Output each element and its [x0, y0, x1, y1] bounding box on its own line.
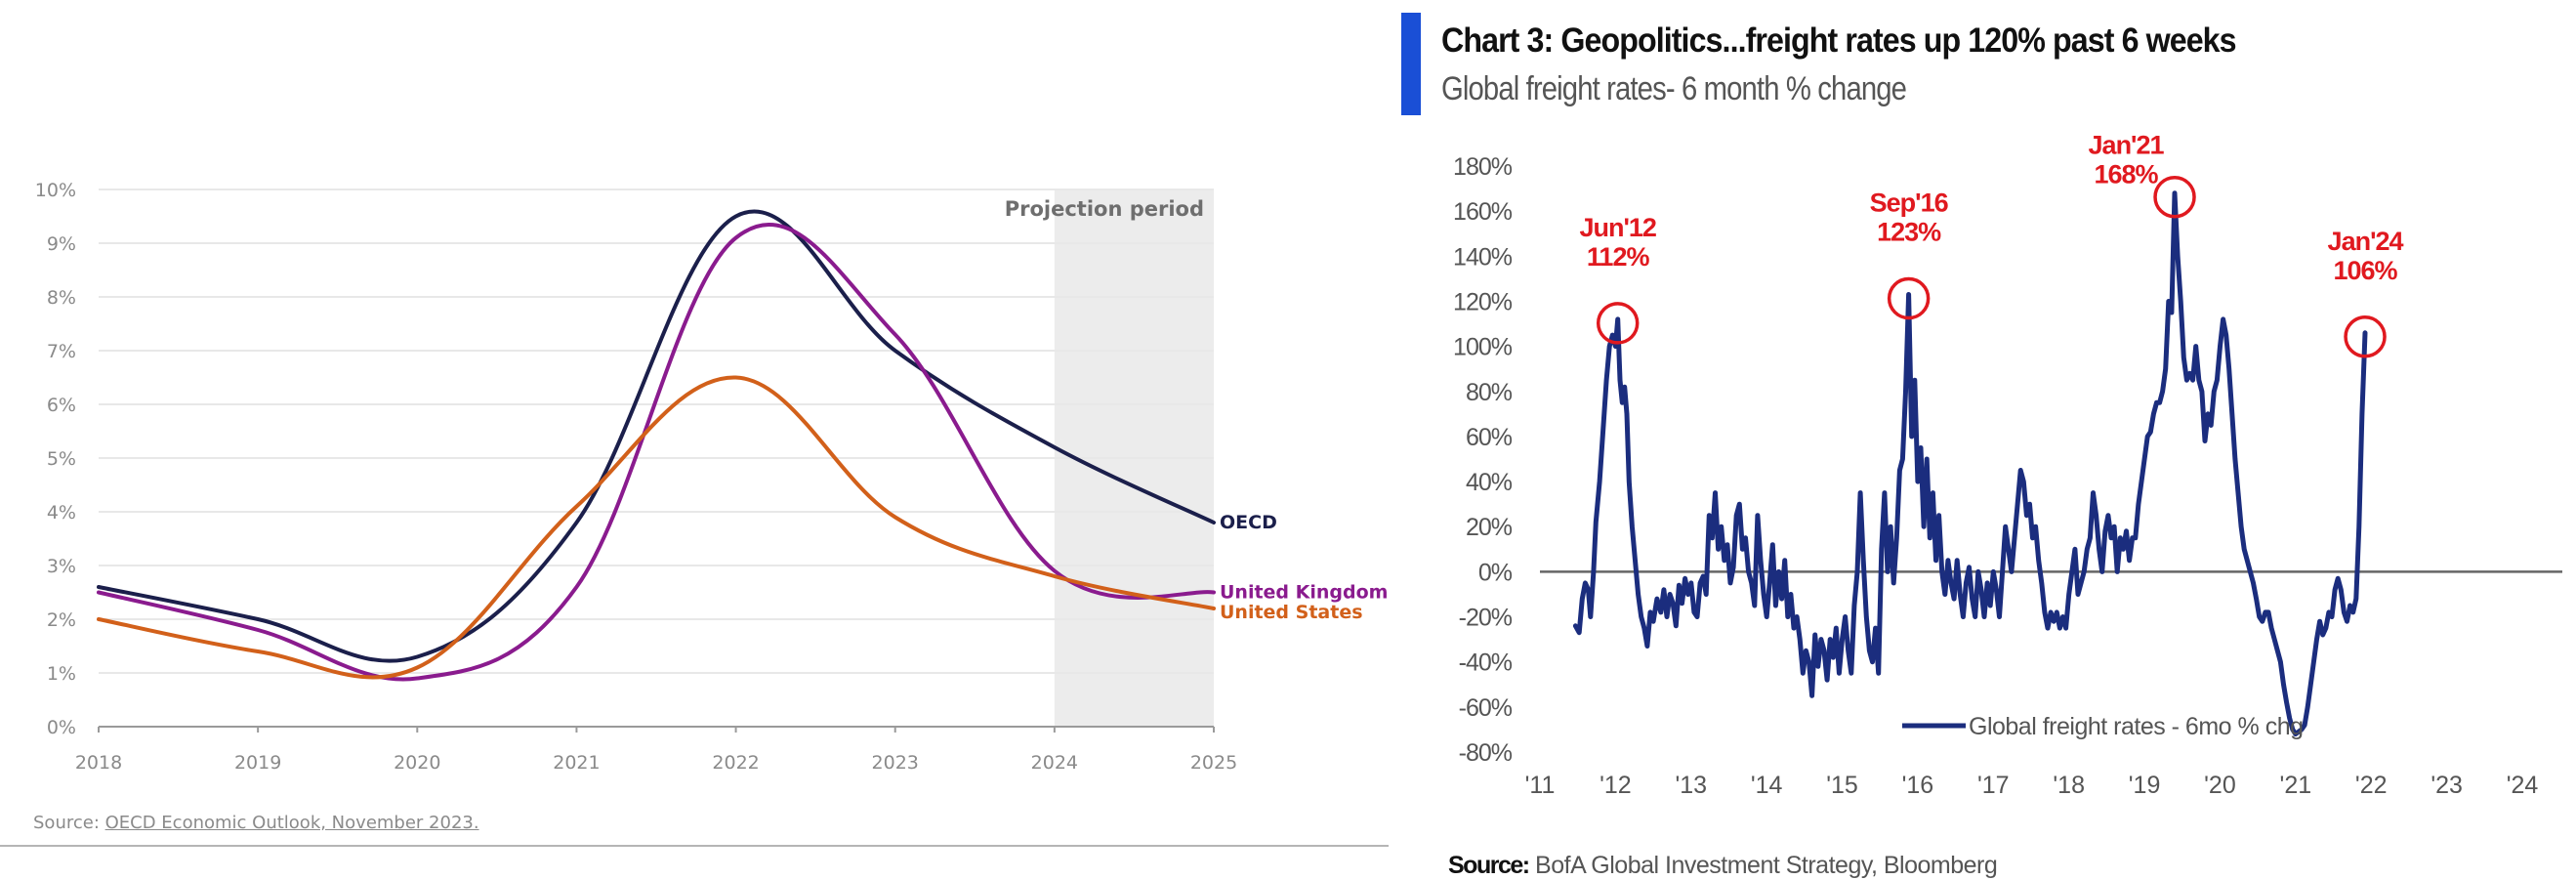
annotation-value: 123% [1877, 218, 1941, 247]
x-tick-label: '22 [2355, 772, 2388, 799]
right-source-note: Source: BofA Global Investment Strategy,… [1448, 852, 1998, 880]
x-tick-label: '19 [2129, 772, 2161, 799]
series-line-global-freight-rates [1572, 190, 2368, 736]
series-line-oecd [97, 209, 1216, 663]
oecd-inflation-chart: 0% 1% 2% 3% 4% 5% 6% 7% 8% 9% 10% 2018 2019 2020 2021… [35, 180, 1389, 774]
legend-label: Global freight rates - 6mo % chg [1969, 713, 2304, 740]
x-tick-label: '17 [1977, 772, 2010, 799]
x-tick-label: '20 [2204, 772, 2236, 799]
x-tick-label: '24 [2507, 772, 2539, 799]
y-tick-label: 0% [1478, 559, 1513, 586]
source-link[interactable]: OECD Economic Outlook, November 2023. [104, 813, 479, 833]
projection-period-label: Projection period [1005, 197, 1204, 221]
y-tick-label: 40% [1466, 469, 1513, 496]
y-tick-label: 80% [1466, 379, 1513, 406]
series-label-united-kingdom: United Kingdom [1220, 582, 1388, 604]
y-tick-label: 2% [47, 609, 76, 631]
y-tick-label: 4% [47, 502, 76, 524]
x-axis-ticks: '11 '12 '13 '14 '15 '16 '17 '18 '19 '20 '21 '22 '23 '… [1525, 772, 2539, 799]
annotation-date: Jan'24 [2328, 227, 2404, 256]
y-tick-label: 8% [47, 287, 76, 309]
x-tick-label: '11 [1525, 772, 1556, 799]
annotation-date: Sep'16 [1870, 189, 1949, 218]
divider-line [0, 845, 1389, 847]
x-tick-label: 2019 [234, 752, 281, 774]
series-lines [97, 209, 1216, 682]
y-tick-label: 140% [1453, 243, 1513, 271]
y-tick-label: 0% [47, 717, 76, 738]
x-tick-label: '14 [1751, 772, 1783, 799]
chart-subtitle: Global freight rates- 6 month % change [1441, 70, 1907, 107]
peak-highlight-circle [1887, 276, 1931, 320]
series-line-united-states [97, 375, 1216, 680]
x-tick-label: 2018 [75, 752, 122, 774]
y-axis-ticks: 180% 160% 140% 120% 100% 80% 60% 40% 20% 0% -20% -4… [1453, 153, 1514, 767]
peak-highlight-circle [2344, 315, 2387, 358]
y-tick-label: 7% [47, 341, 76, 362]
series-label-united-states: United States [1220, 602, 1363, 623]
x-tick-label: '16 [1902, 772, 1934, 799]
x-tick-label: '13 [1675, 772, 1707, 799]
series-line-united-kingdom [97, 223, 1216, 682]
x-tick-label: '21 [2280, 772, 2312, 799]
annotation-value: 106% [2334, 256, 2398, 285]
y-tick-label: 60% [1466, 424, 1513, 451]
y-tick-label: -60% [1459, 694, 1513, 722]
chart-title: Chart 3: Geopolitics...freight rates up … [1441, 21, 2237, 60]
y-tick-label: 9% [47, 233, 76, 255]
x-tick-label: '18 [2053, 772, 2085, 799]
y-tick-label: 6% [47, 395, 76, 416]
y-axis-ticks: 0% 1% 2% 3% 4% 5% 6% 7% 8% 9% 10% [35, 180, 76, 738]
source-label: Source: [1448, 852, 1530, 879]
source-text: BofA Global Investment Strategy, Bloombe… [1528, 852, 1998, 879]
y-tick-label: 5% [47, 448, 76, 470]
x-tick-label: '15 [1826, 772, 1858, 799]
y-tick-label: 10% [35, 180, 76, 201]
y-tick-label: 160% [1453, 198, 1513, 226]
peak-highlight-circle [2153, 175, 2196, 219]
x-tick-label: 2022 [712, 752, 759, 774]
x-tick-label: '12 [1600, 772, 1632, 799]
y-tick-label: 3% [47, 556, 76, 577]
y-tick-label: -40% [1459, 650, 1513, 677]
title-accent-bar [1401, 13, 1421, 115]
annotation-value: 168% [2094, 160, 2158, 189]
x-tick-label: '23 [2431, 772, 2463, 799]
y-gridlines [99, 189, 1214, 674]
y-tick-label: 1% [47, 663, 76, 685]
peak-highlight-circle [1596, 302, 1640, 345]
y-tick-label: 180% [1453, 153, 1513, 181]
y-tick-label: -20% [1459, 605, 1513, 632]
x-tick-label: 2021 [553, 752, 600, 774]
y-tick-label: -80% [1459, 739, 1513, 767]
x-axis-ticks: 2018 2019 2020 2021 2022 2023 2024 2025 [75, 727, 1237, 774]
annotation-date: Jan'21 [2089, 131, 2165, 160]
y-tick-label: 100% [1453, 334, 1513, 361]
y-tick-label: 20% [1466, 514, 1513, 541]
annotation-value: 112% [1587, 242, 1650, 272]
x-tick-label: 2020 [394, 752, 440, 774]
x-tick-label: 2024 [1031, 752, 1078, 774]
x-tick-label: 2025 [1190, 752, 1237, 774]
source-prefix: Source: [33, 813, 105, 833]
annotation-date: Jun'12 [1579, 213, 1655, 242]
x-tick-label: 2023 [872, 752, 919, 774]
y-tick-label: 120% [1453, 288, 1513, 315]
series-label-oecd: OECD [1220, 512, 1277, 533]
left-source-note: Source: OECD Economic Outlook, November … [33, 813, 479, 833]
